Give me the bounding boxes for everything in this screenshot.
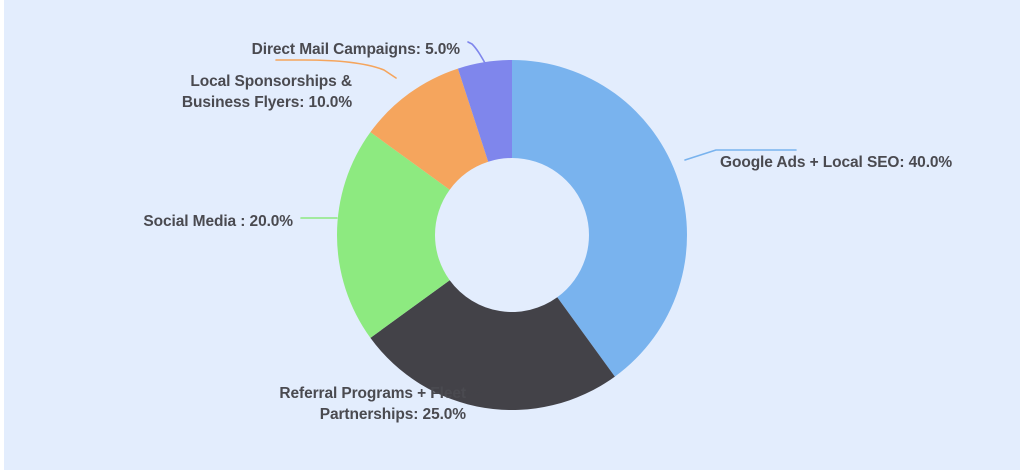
leader-line xyxy=(466,375,482,395)
chart-plot-area: Google Ads + Local SEO: 40.0% Referral P… xyxy=(4,0,1020,470)
donut-slice[interactable] xyxy=(370,68,489,190)
donut-slice[interactable] xyxy=(337,132,450,338)
slice-label-social-media: Social Media : 20.0% xyxy=(143,213,293,230)
slice-label-google-ads-local-seo: Google Ads + Local SEO: 40.0% xyxy=(720,154,953,171)
donut-slices-group xyxy=(337,60,687,411)
slice-label-referral-programs-fleet-partnerships: Referral Programs + Fleet Partnerships: … xyxy=(279,385,466,423)
donut-chart-svg xyxy=(275,41,797,411)
donut-slice[interactable] xyxy=(512,60,687,377)
donut-slice[interactable] xyxy=(370,280,615,411)
leader-line xyxy=(467,41,490,71)
leader-line xyxy=(275,59,397,79)
slice-label-local-sponsorships-business-flyers: Local Sponsorships & Business Flyers: 10… xyxy=(181,73,352,111)
donut-slice[interactable] xyxy=(457,60,512,162)
slice-label-direct-mail-campaigns: Direct Mail Campaigns: 5.0% xyxy=(251,41,460,58)
leader-lines-group xyxy=(275,41,797,395)
leader-line xyxy=(684,149,797,161)
